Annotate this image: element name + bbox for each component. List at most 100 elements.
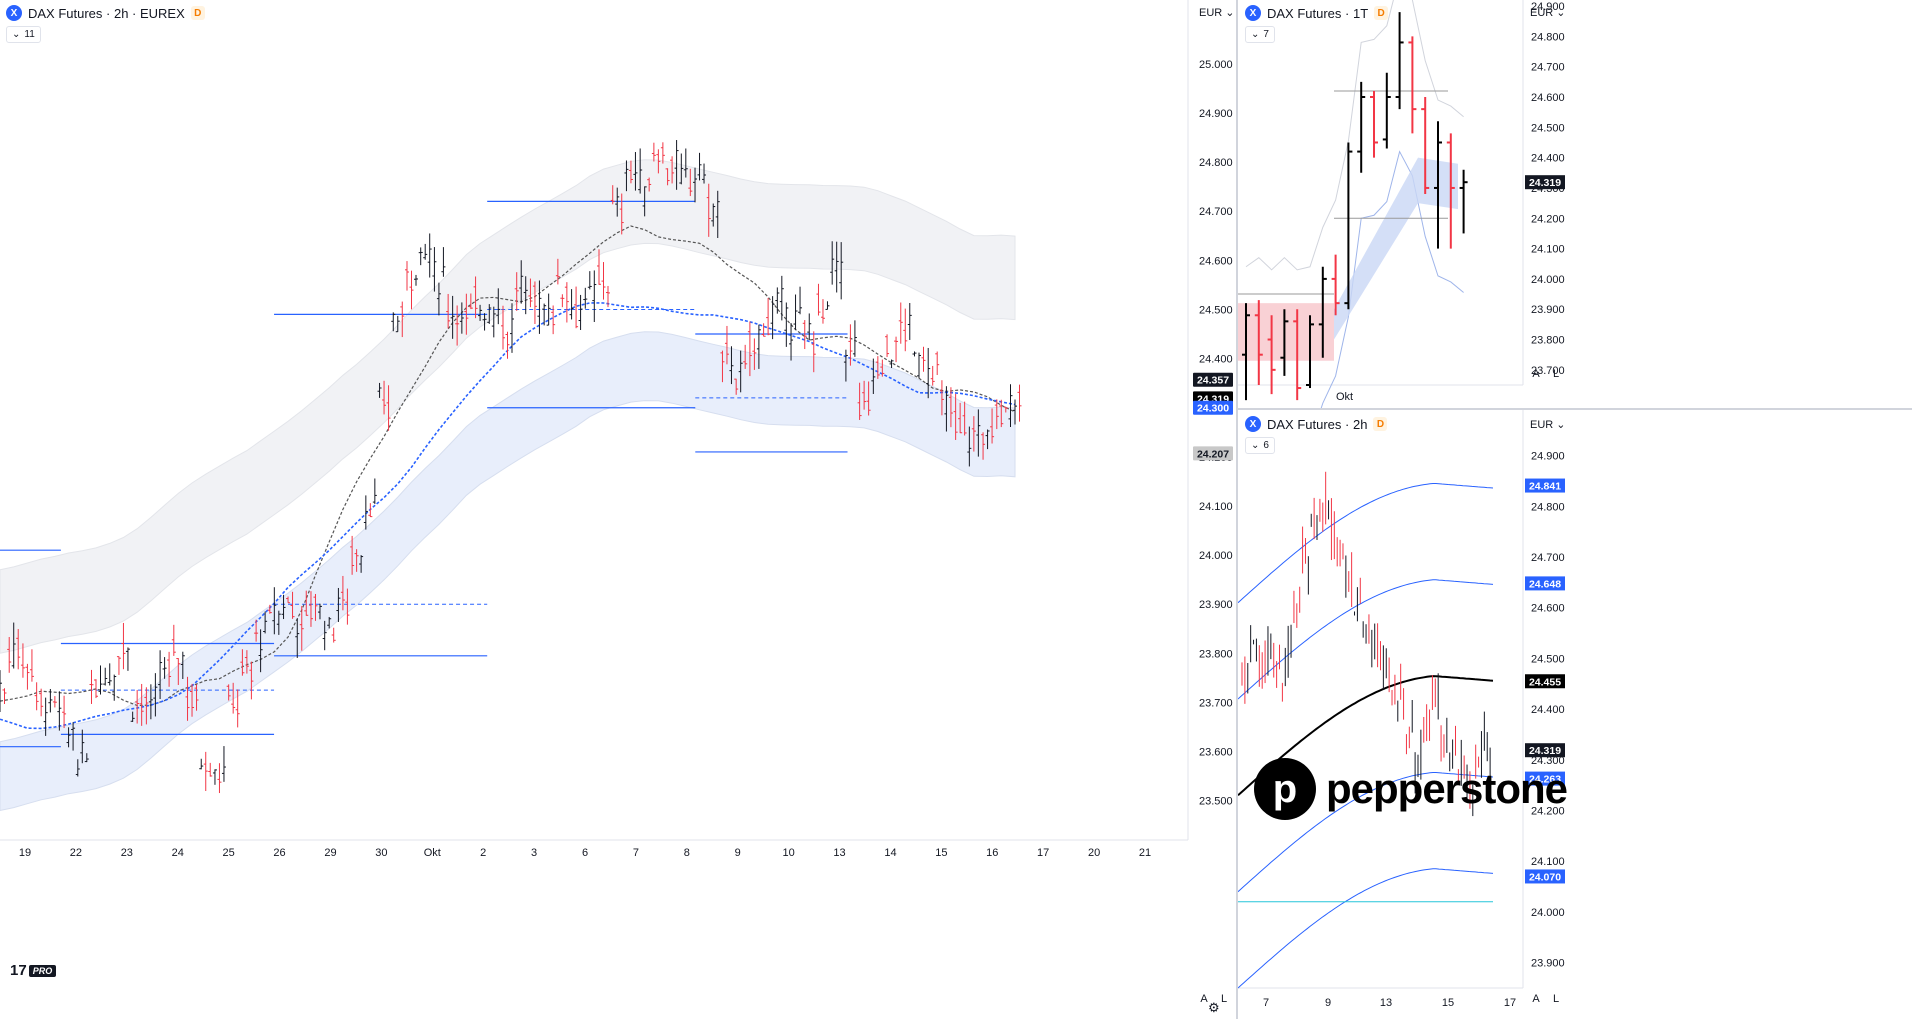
- price-label-text: 24.319: [1529, 745, 1561, 757]
- price-tick-label: 23.500: [1199, 796, 1233, 808]
- band-upper-1: [1238, 579, 1494, 700]
- price-tick-label: 24.700: [1531, 62, 1565, 74]
- band-lower-2: [1238, 868, 1494, 989]
- time-tick-label: 25: [223, 847, 235, 859]
- time-tick-label: 8: [684, 847, 690, 859]
- indicators-toggle[interactable]: ⌄ 11: [6, 26, 41, 43]
- price-label-bg: [1193, 372, 1233, 387]
- price-tick-label: 23.600: [1199, 747, 1233, 759]
- price-tick-label: 24.800: [1199, 157, 1233, 169]
- upper-band-line: [1245, 0, 1464, 271]
- time-tick-label: 17: [1504, 997, 1516, 1009]
- lower-band-line: [1320, 150, 1464, 408]
- price-tick-label: 24.600: [1531, 92, 1565, 104]
- moving-average-short: [0, 225, 1016, 707]
- symbol-icon[interactable]: X: [6, 5, 22, 21]
- price-tick-label: 23.900: [1199, 599, 1233, 611]
- currency-selector[interactable]: EUR ⌄: [1530, 6, 1565, 20]
- pane-divider-horizontal[interactable]: [1238, 408, 1912, 410]
- price-label-bg: [1525, 576, 1565, 591]
- time-tick-label: 30: [375, 847, 387, 859]
- symbol-icon[interactable]: X: [1245, 416, 1261, 432]
- daily-chart-title[interactable]: DAX Futures · 1T: [1267, 5, 1369, 21]
- price-tick-label: 23.900: [1531, 304, 1565, 316]
- daily-chart-header: X DAX Futures · 1T D: [1245, 5, 1389, 21]
- band-middle: [1238, 675, 1494, 797]
- currency-label: EUR: [1530, 418, 1554, 431]
- indicators-count: 7: [1263, 29, 1269, 40]
- time-tick-label: 16: [986, 847, 998, 859]
- price-tick-label: 24.000: [1531, 907, 1565, 919]
- price-tick-label: 24.700: [1531, 552, 1565, 564]
- tv-pro-badge: PRO: [28, 964, 57, 977]
- currency-selector[interactable]: EUR ⌄: [1199, 6, 1235, 20]
- price-label-text: 24.070: [1529, 871, 1561, 883]
- price-tick-label: 24.600: [1199, 255, 1233, 267]
- log-scale-button[interactable]: L: [1552, 368, 1560, 380]
- chevron-down-icon: ⌄: [1225, 7, 1235, 19]
- cloud-red: [1238, 303, 1334, 361]
- price-tick-label: 23.800: [1199, 648, 1233, 660]
- price-tick-label: 24.400: [1531, 704, 1565, 716]
- time-tick-label: 7: [633, 847, 639, 859]
- intraday-chart-svg[interactable]: 24.900 24.800 24.700 24.600 24.500 24.400 24.3…: [1238, 410, 1912, 1019]
- price-label-bg: [1525, 478, 1565, 493]
- price-tick-label: 24.900: [1199, 108, 1233, 120]
- price-tick-label: 23.700: [1199, 697, 1233, 709]
- price-label-bg: [1525, 743, 1565, 758]
- tv-logo-mark: 17: [10, 962, 27, 979]
- price-tick-label: 24.300: [1531, 755, 1565, 767]
- price-tick-label: 24.700: [1199, 206, 1233, 218]
- main-chart-title[interactable]: DAX Futures · 2h · EUREX: [28, 5, 185, 21]
- price-tick-label: 24.400: [1199, 354, 1233, 366]
- auto-scale-button[interactable]: A: [1532, 368, 1540, 380]
- symbol-icon[interactable]: X: [1245, 5, 1261, 21]
- price-label-bg: [1193, 446, 1233, 461]
- delayed-badge: D: [1373, 417, 1388, 431]
- currency-label: EUR: [1530, 6, 1554, 19]
- intraday-chart-pane[interactable]: 24.900 24.800 24.700 24.600 24.500 24.400 24.3…: [1238, 410, 1912, 1019]
- time-tick-label: 7: [1263, 997, 1269, 1009]
- indicators-toggle[interactable]: ⌄ 6: [1245, 437, 1275, 454]
- daily-chart-svg[interactable]: 24.900 24.800 24.700 24.600 24.500 24.400 24.3…: [1238, 0, 1912, 408]
- time-tick-label: 6: [582, 847, 588, 859]
- auto-scale-button[interactable]: A: [1200, 993, 1208, 1005]
- cloud-blue: [1334, 157, 1458, 340]
- time-tick-label: 10: [783, 847, 795, 859]
- tradingview-logo: 17 PRO: [10, 962, 57, 979]
- intraday-chart-title[interactable]: DAX Futures · 2h: [1267, 416, 1368, 432]
- time-tick-label: 24: [172, 847, 184, 859]
- price-tick-label: 24.800: [1531, 31, 1565, 43]
- time-tick-label: 21: [1139, 847, 1151, 859]
- delayed-badge: D: [190, 6, 205, 20]
- gear-icon[interactable]: ⚙: [1208, 1000, 1220, 1015]
- main-chart-svg[interactable]: 25.000 24.900 24.800 24.700 24.600 24.500 24.4…: [0, 0, 1236, 1019]
- log-scale-button[interactable]: L: [1220, 993, 1228, 1005]
- indicators-toggle[interactable]: ⌄ 7: [1245, 26, 1275, 43]
- time-tick-label: 22: [70, 847, 82, 859]
- pepperstone-wordmark: pepperstone: [1326, 765, 1568, 812]
- price-label-text: 24.357: [1197, 375, 1229, 387]
- price-label-text: 24.455: [1529, 676, 1561, 688]
- time-tick-label: 19: [19, 847, 31, 859]
- main-chart-pane[interactable]: 25.000 24.900 24.800 24.700 24.600 24.500 24.4…: [0, 0, 1236, 1019]
- time-tick-label: 3: [531, 847, 537, 859]
- price-tick-label: 24.900: [1531, 1, 1565, 13]
- chevron-down-icon: ⌄: [1251, 29, 1260, 40]
- currency-selector[interactable]: EUR ⌄: [1530, 418, 1565, 432]
- daily-chart-pane[interactable]: 24.900 24.800 24.700 24.600 24.500 24.400 24.3…: [1238, 0, 1912, 408]
- pane-divider-vertical[interactable]: [1236, 0, 1238, 1019]
- indicators-count: 11: [24, 29, 35, 40]
- time-tick-label: 2: [480, 847, 486, 859]
- lower-band-area: [0, 331, 1016, 812]
- price-tick-label: 24.100: [1199, 501, 1233, 513]
- price-tick-label: 24.100: [1531, 244, 1565, 256]
- log-scale-button[interactable]: L: [1552, 993, 1560, 1005]
- price-tick-label: 24.100: [1531, 856, 1565, 868]
- price-label-bg: [1525, 175, 1565, 190]
- time-tick-label: 14: [884, 847, 896, 859]
- price-tick-label: 23.800: [1531, 335, 1565, 347]
- price-tick-label: 23.900: [1531, 958, 1565, 970]
- price-label-bg: [1525, 674, 1565, 689]
- auto-scale-button[interactable]: A: [1532, 993, 1540, 1005]
